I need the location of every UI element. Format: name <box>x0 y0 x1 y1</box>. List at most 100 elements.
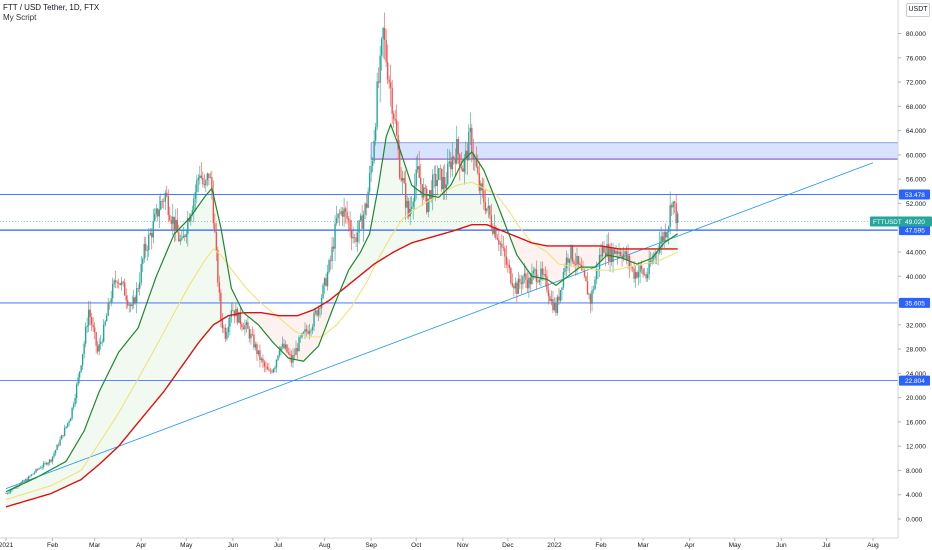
y-tick-label: 12.000 <box>906 444 926 451</box>
candle-body <box>625 251 628 260</box>
candle-body <box>346 211 348 219</box>
candle-body <box>107 302 109 316</box>
candle-body <box>179 239 182 242</box>
candle-body <box>474 157 476 159</box>
x-tick-label: Jul <box>274 542 283 549</box>
x-tick-label: Feb <box>47 542 59 549</box>
candle-body <box>528 277 530 289</box>
candle-body <box>423 187 425 198</box>
candle-body <box>585 276 587 282</box>
candle-body <box>493 227 496 234</box>
candle-body <box>588 294 590 295</box>
candle-body <box>230 310 233 317</box>
candle-body <box>211 177 213 192</box>
candle-body <box>81 354 84 366</box>
y-tick-label: 56.000 <box>906 177 926 184</box>
price-badges: 53.478 47.595 35.605 22.804 FTTUSDT 49.020 <box>870 189 932 386</box>
candle-body <box>654 252 656 259</box>
candle-body <box>5 493 7 495</box>
candle-body <box>546 276 548 291</box>
candle-body <box>600 254 602 257</box>
candle-body <box>98 343 100 352</box>
candle-body <box>633 268 635 279</box>
candle-body <box>541 268 544 275</box>
candle-body <box>218 282 221 293</box>
candle-body <box>110 298 112 304</box>
candle-body <box>511 282 514 287</box>
candle-body <box>435 174 437 187</box>
candle-body <box>56 444 58 451</box>
candle-body <box>594 279 596 290</box>
candle-body <box>114 280 117 283</box>
candle-body <box>415 169 417 186</box>
y-tick-label: 8.000 <box>906 468 923 475</box>
price-line-badge-label: 47.595 <box>905 228 925 235</box>
candle-body <box>283 343 285 349</box>
candle-body <box>39 467 42 469</box>
candle-body <box>319 308 321 309</box>
candle-body <box>344 208 347 212</box>
candle-body <box>376 81 378 127</box>
candle-body <box>125 295 127 301</box>
candle-body <box>209 177 212 178</box>
candle-body <box>139 282 141 289</box>
candle-body <box>492 227 494 234</box>
candle-body <box>364 203 366 215</box>
candle-body <box>20 482 22 485</box>
candle-body <box>338 213 341 215</box>
candle-body <box>33 472 36 474</box>
candle-body <box>627 255 629 260</box>
candle-body <box>75 384 78 398</box>
candle-body <box>260 358 263 361</box>
candle-body <box>51 456 54 462</box>
candle-body <box>459 154 461 168</box>
x-tick-label: May <box>729 542 742 549</box>
candle-body <box>430 190 432 200</box>
candle-body <box>368 173 371 192</box>
y-tick-label: 76.000 <box>906 55 926 62</box>
candle-body <box>520 282 523 285</box>
candle-body <box>583 270 586 277</box>
candle-body <box>68 421 70 423</box>
candle-body <box>83 343 85 355</box>
candle-body <box>367 191 369 208</box>
candle-body <box>302 332 305 334</box>
candle-body <box>263 362 266 367</box>
candle-body <box>169 215 171 221</box>
candle-body <box>517 278 520 294</box>
candle-body <box>160 201 162 210</box>
candle-body <box>224 327 227 339</box>
x-tick-label: Apr <box>136 542 147 549</box>
candle-body <box>508 264 511 268</box>
candle-body <box>481 183 484 191</box>
candle-body <box>35 469 37 473</box>
candle-body <box>199 175 201 178</box>
x-tick-label: Jun <box>776 542 787 549</box>
candle-body <box>526 279 529 289</box>
candle-body <box>475 157 478 167</box>
candle-body <box>414 185 416 202</box>
candle-body <box>313 312 315 327</box>
candle-body <box>616 251 619 254</box>
candle-body <box>124 282 126 296</box>
x-tick-label: Mar <box>89 542 101 549</box>
candle-body <box>371 161 374 167</box>
candle-body <box>565 257 568 269</box>
candle-body <box>8 492 10 494</box>
candle-body <box>317 308 320 316</box>
candle-body <box>634 272 637 279</box>
candle-body <box>310 330 312 331</box>
price-line-badge <box>899 225 930 236</box>
horizontal-price-lines <box>0 194 898 382</box>
candle-body <box>394 119 396 121</box>
candle-body <box>591 290 593 304</box>
candle-body <box>465 150 467 159</box>
y-tick-label: 20.000 <box>906 395 926 402</box>
time-axis[interactable]: 2021 Feb Mar Apr May Jun Jul Aug Sep Oct Nov Dec 202… <box>0 538 879 549</box>
candle-body <box>444 177 446 189</box>
candle-body <box>102 324 105 342</box>
currency-button[interactable]: USDT <box>906 3 930 17</box>
candle-body <box>438 168 440 181</box>
price-axis[interactable]: 0.0004.0008.00012.00016.00020.00024.0002… <box>898 31 926 524</box>
